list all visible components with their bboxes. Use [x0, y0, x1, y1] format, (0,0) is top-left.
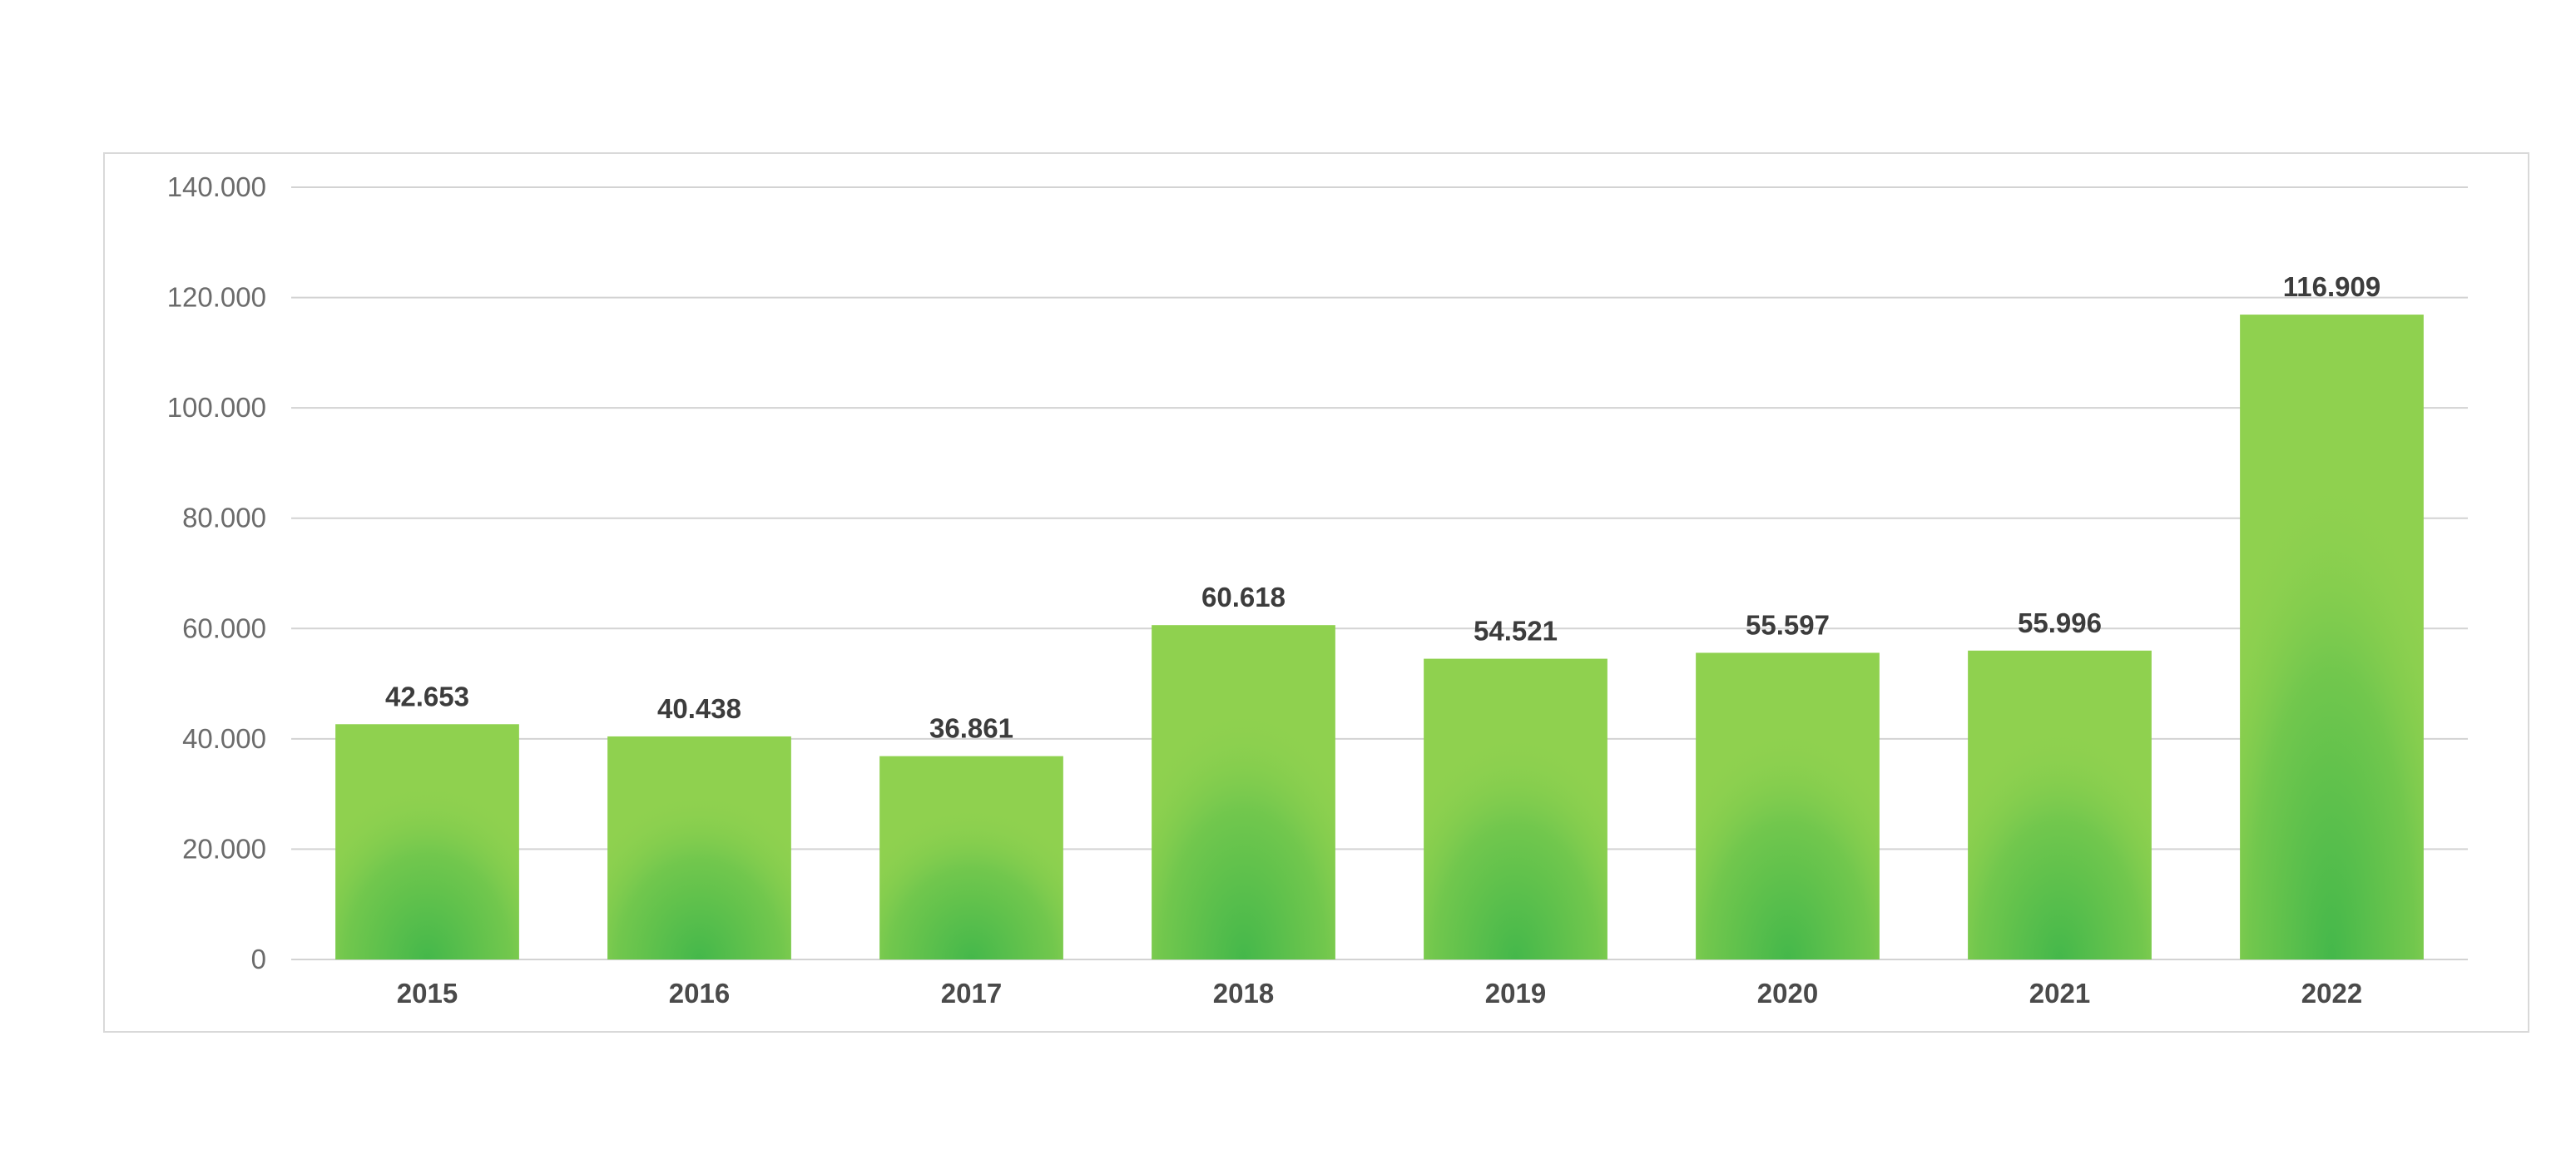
chart-frame: 0 20.000 40.000 60.000 80.000 100.000 120.000 1…: [103, 152, 2529, 1033]
y-tick-label: 120.000: [167, 282, 266, 313]
x-tick-label: 2016: [669, 978, 730, 1009]
x-tick-label: 2022: [2301, 978, 2362, 1009]
bar-shading: [335, 724, 519, 959]
bar-shading: [1968, 650, 2152, 959]
value-label: 60.618: [1201, 582, 1286, 612]
bar-2017: [879, 756, 1063, 959]
x-tick-label: 2017: [941, 978, 1002, 1009]
bars: [335, 315, 2424, 959]
value-labels: 42.653 40.438 36.861 60.618 54.521 55.597 55.9…: [385, 271, 2380, 744]
x-tick-label: 2015: [397, 978, 458, 1009]
bar-2018: [1152, 625, 1335, 959]
y-tick-label: 40.000: [182, 723, 266, 754]
value-label: 54.521: [1474, 616, 1558, 647]
value-label: 42.653: [385, 681, 469, 711]
y-tick-label: 100.000: [167, 392, 266, 423]
y-tick-label: 80.000: [182, 503, 266, 533]
bar-2019: [1424, 658, 1608, 959]
bar-shading: [607, 736, 791, 959]
bar-2015: [335, 724, 519, 959]
y-tick-label: 140.000: [167, 171, 266, 202]
x-tick-label: 2019: [1485, 978, 1546, 1009]
x-tick-label: 2020: [1757, 978, 1818, 1009]
y-tick-label: 0: [251, 944, 266, 974]
bar-2020: [1696, 652, 1880, 959]
value-label: 55.597: [1746, 609, 1830, 640]
value-label: 40.438: [657, 693, 741, 724]
x-tick-label: 2018: [1213, 978, 1274, 1009]
value-label: 55.996: [2018, 607, 2102, 638]
bar-shading: [1696, 652, 1880, 959]
y-tick-label: 60.000: [182, 612, 266, 643]
y-tick-label: 20.000: [182, 833, 266, 864]
y-axis: 0 20.000 40.000 60.000 80.000 100.000 120.000 1…: [167, 171, 266, 974]
bar-shading: [2240, 315, 2424, 959]
bar-shading: [1424, 658, 1608, 959]
bar-2021: [1968, 650, 2152, 959]
value-label: 36.861: [929, 713, 1013, 744]
x-axis: 2015 2016 2017 2018 2019 2020 2021 2022: [397, 978, 2362, 1009]
bar-shading: [879, 756, 1063, 959]
bar-shading: [1152, 625, 1335, 959]
bar-chart: 0 20.000 40.000 60.000 80.000 100.000 120.000 1…: [167, 171, 2468, 1009]
value-label: 116.909: [2283, 271, 2380, 302]
bar-2016: [607, 736, 791, 959]
x-tick-label: 2021: [2029, 978, 2090, 1009]
bar-2022: [2240, 315, 2424, 959]
